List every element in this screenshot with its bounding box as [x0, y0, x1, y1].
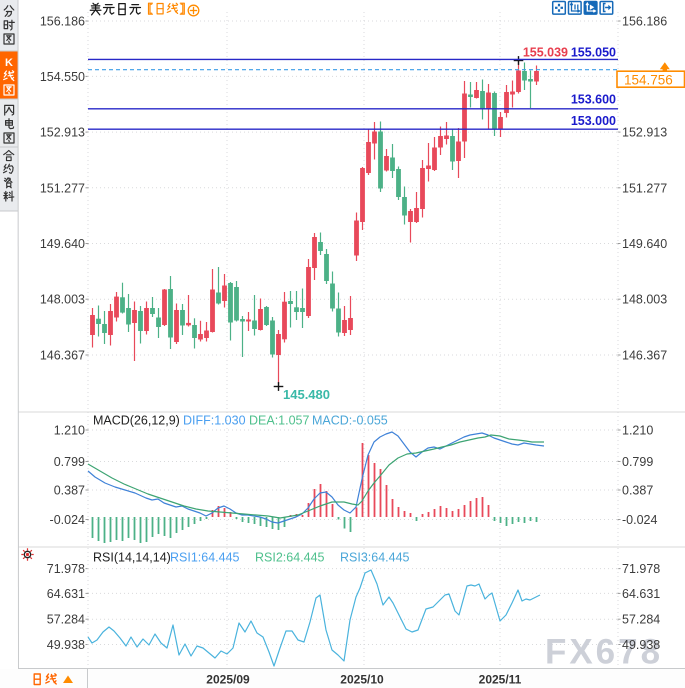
svg-text:145.480: 145.480 [283, 387, 330, 402]
svg-text:155.039: 155.039 [523, 46, 568, 60]
svg-text:RSI2:64.445: RSI2:64.445 [255, 551, 325, 565]
svg-text:146.367: 146.367 [40, 349, 85, 363]
svg-text:64.631: 64.631 [622, 587, 660, 601]
svg-text:153.000: 153.000 [571, 114, 616, 128]
svg-text:49.938: 49.938 [622, 638, 660, 652]
svg-text:2025/09: 2025/09 [206, 673, 250, 687]
svg-text:RSI1:64.445: RSI1:64.445 [170, 551, 240, 565]
svg-text:0.387: 0.387 [622, 484, 653, 498]
svg-text:156.186: 156.186 [40, 15, 85, 29]
svg-text:2025/10: 2025/10 [340, 673, 384, 687]
svg-text:K: K [5, 57, 13, 69]
svg-text:154.550: 154.550 [40, 70, 85, 84]
svg-text:FX678: FX678 [545, 633, 663, 672]
svg-text:149.640: 149.640 [40, 237, 85, 251]
svg-text:DEA:1.057: DEA:1.057 [249, 414, 310, 428]
svg-text:57.284: 57.284 [622, 613, 660, 627]
svg-text:146.367: 146.367 [622, 349, 667, 363]
svg-text:-0.024: -0.024 [622, 513, 657, 527]
svg-text:49.938: 49.938 [47, 638, 85, 652]
svg-text:DIFF:1.030: DIFF:1.030 [183, 414, 246, 428]
svg-text:0.799: 0.799 [622, 455, 653, 469]
svg-text:1.210: 1.210 [54, 424, 85, 438]
svg-text:57.284: 57.284 [47, 613, 85, 627]
svg-text:152.913: 152.913 [622, 126, 667, 140]
svg-text:1.210: 1.210 [622, 424, 653, 438]
svg-text:148.003: 148.003 [40, 293, 85, 307]
svg-text:155.050: 155.050 [571, 46, 616, 60]
svg-text:0.387: 0.387 [54, 484, 85, 498]
svg-text:MACD(26,12,9): MACD(26,12,9) [93, 414, 180, 428]
svg-text:71.978: 71.978 [47, 562, 85, 576]
svg-text:71.978: 71.978 [622, 562, 660, 576]
svg-text:MACD:-0.055: MACD:-0.055 [312, 414, 388, 428]
svg-text:151.277: 151.277 [622, 181, 667, 195]
svg-text:0.799: 0.799 [54, 455, 85, 469]
svg-text:RSI(14,14,14): RSI(14,14,14) [93, 551, 171, 565]
svg-text:149.640: 149.640 [622, 237, 667, 251]
svg-text:2025/11: 2025/11 [479, 673, 522, 687]
svg-text:152.913: 152.913 [40, 126, 85, 140]
svg-text:153.600: 153.600 [571, 93, 616, 107]
svg-text:156.186: 156.186 [622, 15, 667, 29]
svg-text:154.756: 154.756 [624, 72, 673, 87]
svg-text:RSI3:64.445: RSI3:64.445 [340, 551, 410, 565]
svg-text:148.003: 148.003 [622, 293, 667, 307]
svg-text:151.277: 151.277 [40, 181, 85, 195]
svg-text:-0.024: -0.024 [50, 513, 85, 527]
svg-text:64.631: 64.631 [47, 587, 85, 601]
